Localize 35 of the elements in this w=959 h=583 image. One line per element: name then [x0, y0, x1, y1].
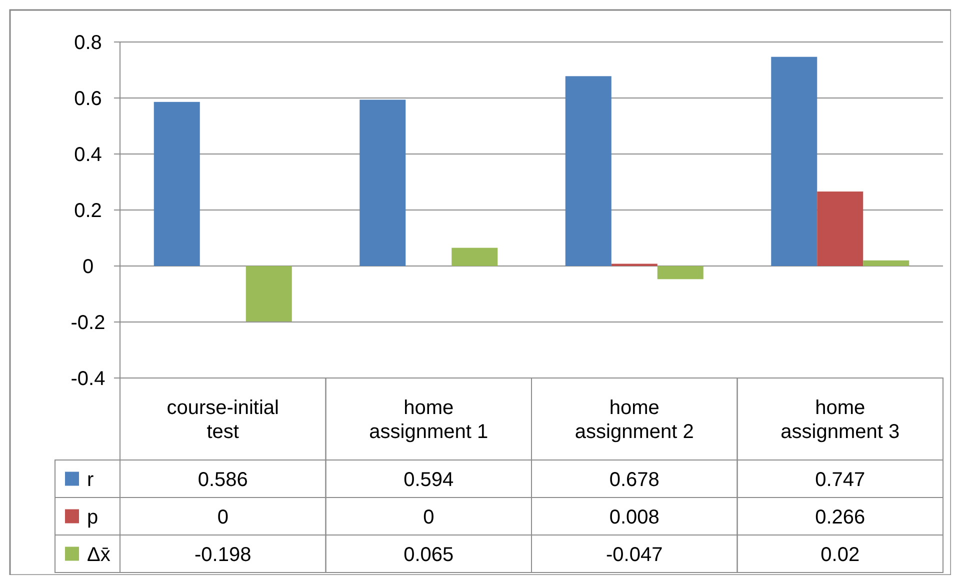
- data-label: 0: [217, 506, 228, 528]
- y-tick-label: 0.6: [74, 88, 102, 110]
- bar: [863, 260, 910, 266]
- x-tick-label: course-initial test: [166, 397, 280, 443]
- data-label: -0.047: [606, 544, 663, 566]
- data-label: 0.02: [820, 544, 860, 566]
- bar: [657, 266, 704, 280]
- x-tick-label: home assignment 2: [574, 397, 694, 443]
- bar: [246, 266, 292, 322]
- bar: [452, 248, 498, 266]
- bar: [817, 192, 864, 266]
- bar: [154, 102, 200, 266]
- data-label: 0.747: [815, 468, 866, 491]
- y-tick-label: 0: [82, 256, 94, 278]
- y-tick-label: 0.2: [74, 200, 102, 222]
- legend-label: Δx̄: [87, 544, 110, 566]
- bar: [771, 56, 818, 266]
- y-tick-label: 0.4: [74, 144, 102, 166]
- legend-label: r: [87, 468, 94, 491]
- legend-label: p: [87, 506, 98, 528]
- data-label: 0.065: [404, 544, 454, 566]
- data-label: 0.678: [609, 468, 660, 491]
- data-label: 0.266: [815, 506, 866, 528]
- data-label: 0: [423, 506, 434, 528]
- y-tick-label: -0.4: [70, 368, 106, 390]
- data-label: -0.198: [194, 544, 252, 566]
- data-label: 0.594: [404, 468, 454, 491]
- x-tick-label: home assignment 3: [780, 397, 900, 443]
- data-label: 0.008: [609, 506, 660, 528]
- data-label: 0.586: [198, 468, 248, 491]
- y-tick-label: 0.8: [74, 32, 102, 54]
- bar: [360, 100, 406, 266]
- y-tick-label: -0.2: [70, 312, 106, 334]
- x-tick-label: home assignment 1: [369, 397, 488, 443]
- bar: [565, 76, 612, 266]
